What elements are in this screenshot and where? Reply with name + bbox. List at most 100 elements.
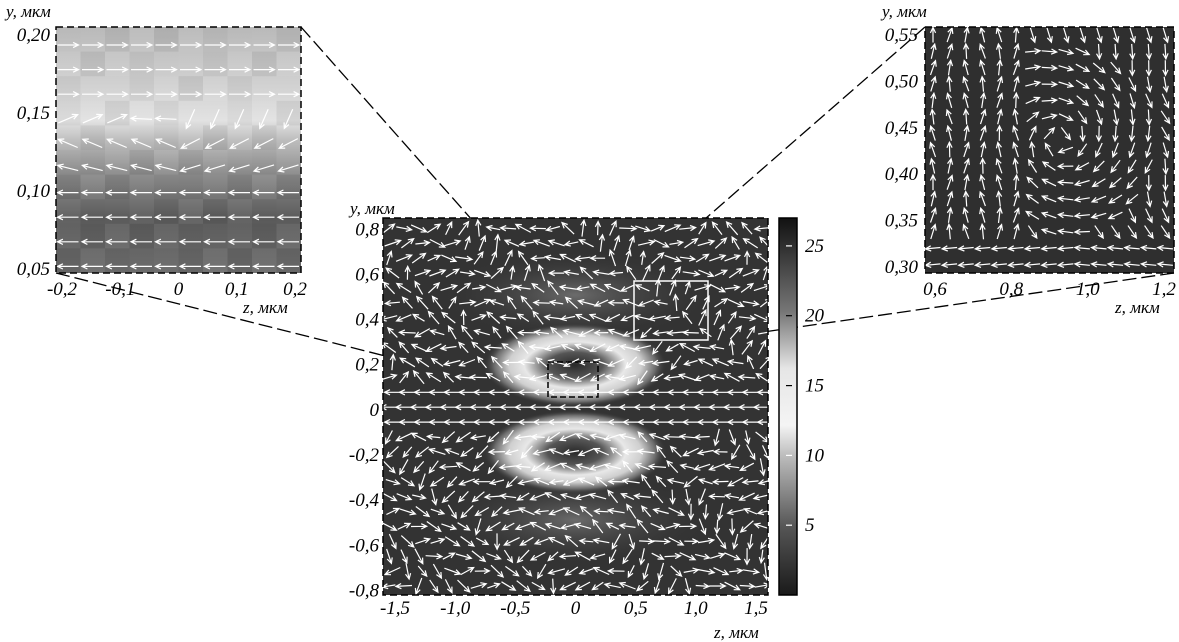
main-arrow xyxy=(459,299,477,306)
inset-left-cell xyxy=(154,52,179,77)
main-arrow xyxy=(696,389,714,396)
main-arrow xyxy=(709,582,727,590)
main-arrow xyxy=(548,478,564,486)
main-arrow xyxy=(414,577,423,595)
main-arrow xyxy=(562,478,580,486)
main-x-tick-label: 1,5 xyxy=(744,598,768,619)
main-arrow xyxy=(455,255,474,262)
inset-left-cell xyxy=(252,27,277,52)
inset-right-arrow xyxy=(1012,157,1019,174)
main-arrow xyxy=(399,508,417,516)
inset-left-arrow xyxy=(253,91,276,98)
inset-right-arrow xyxy=(1110,77,1121,92)
inset-right-arrow xyxy=(1161,93,1170,109)
main-arrow xyxy=(574,493,591,501)
main-arrow xyxy=(563,240,579,247)
main-arrow xyxy=(457,389,476,396)
main-y-tick-label: 0,6 xyxy=(355,264,379,285)
main-arrow xyxy=(679,552,697,561)
inset-right-arrow xyxy=(962,42,970,59)
main-arrow xyxy=(505,475,518,489)
main-arrow xyxy=(726,418,744,426)
inset-left-arrow xyxy=(154,263,177,270)
inset-left-arrow xyxy=(178,238,201,245)
main-arrow xyxy=(487,460,499,475)
main-arrow xyxy=(604,373,620,381)
inset-right-arrow xyxy=(1023,245,1041,252)
main-arrow xyxy=(578,568,594,575)
main-arrow xyxy=(413,389,431,396)
inset-right-arrow xyxy=(1108,177,1122,189)
main-arrow xyxy=(446,476,458,488)
inset-right-arrow xyxy=(1028,125,1037,141)
main-arrow xyxy=(544,492,561,501)
main-arrow xyxy=(635,580,649,592)
main-y-tick-label: -0,4 xyxy=(349,490,380,511)
inset-left-arrow xyxy=(154,115,177,122)
main-arrow xyxy=(544,522,561,530)
inset-left-cell xyxy=(154,248,179,273)
main-arrow xyxy=(529,493,547,501)
main-arrow xyxy=(494,233,501,252)
main-arrow xyxy=(532,418,550,426)
main-arrow xyxy=(653,299,668,306)
inset-right-arrow xyxy=(1013,190,1020,207)
inset-left-cell xyxy=(203,51,228,77)
inset-left-arrow xyxy=(105,163,128,172)
main-x-tick-label: -1,5 xyxy=(380,598,410,619)
inset-left-arrow xyxy=(276,263,299,270)
main-arrow xyxy=(513,434,532,441)
inset-left-cell xyxy=(105,27,130,52)
main-arrow xyxy=(474,567,491,575)
main-arrow xyxy=(389,353,396,371)
main-arrow xyxy=(457,579,471,593)
main-arrow xyxy=(448,296,457,309)
inset-right-arrow xyxy=(1077,110,1088,125)
main-arrow xyxy=(743,548,751,566)
main-arrow xyxy=(383,389,401,396)
inset-left-cell xyxy=(178,199,203,224)
inset-left-arrow xyxy=(179,164,201,173)
main-arrow xyxy=(410,343,427,352)
main-arrow xyxy=(501,522,515,531)
main-arrow xyxy=(516,580,531,593)
main-arrow xyxy=(473,328,490,336)
inset-left-cell xyxy=(56,224,81,249)
main-arrow xyxy=(755,431,768,443)
inset-right-arrow xyxy=(1111,142,1119,159)
inset-right-arrow xyxy=(995,27,1003,43)
main-arrow xyxy=(618,344,636,351)
main-arrow xyxy=(598,233,606,252)
inset-right-arrow xyxy=(1013,75,1020,92)
inset-right-arrow xyxy=(1041,161,1056,171)
main-arrow xyxy=(589,283,606,293)
main-arrow xyxy=(532,449,551,456)
main-arrow xyxy=(518,240,535,247)
main-arrow xyxy=(560,344,575,351)
inset-left-cell xyxy=(178,76,203,101)
inset-left-arrow xyxy=(253,66,276,73)
main-arrow xyxy=(558,433,577,442)
inset-right-arrow xyxy=(1110,225,1121,240)
main-x-tick-label: 0,5 xyxy=(624,598,648,619)
inset-right-arrow xyxy=(995,157,1003,174)
inset-left-arrow xyxy=(203,238,226,245)
main-arrow xyxy=(438,463,458,471)
inset-right-arrow xyxy=(1095,142,1103,158)
main-arrow xyxy=(607,358,625,367)
main-arrow xyxy=(488,299,505,306)
inset-left-cell xyxy=(227,248,252,273)
inset-left-cell xyxy=(252,76,277,101)
main-arrow xyxy=(657,264,665,281)
main-arrow xyxy=(386,326,398,338)
main-arrow xyxy=(398,329,416,336)
inset-left-cell xyxy=(105,125,130,150)
main-arrow xyxy=(679,255,697,262)
main-arrow xyxy=(708,493,726,500)
main-arrow xyxy=(577,448,595,457)
inset-right-arrow xyxy=(1162,76,1169,93)
inset-right-arrow xyxy=(996,223,1004,240)
main-arrow xyxy=(759,356,768,370)
main-arrow xyxy=(698,221,707,235)
main-arrow xyxy=(445,220,453,235)
